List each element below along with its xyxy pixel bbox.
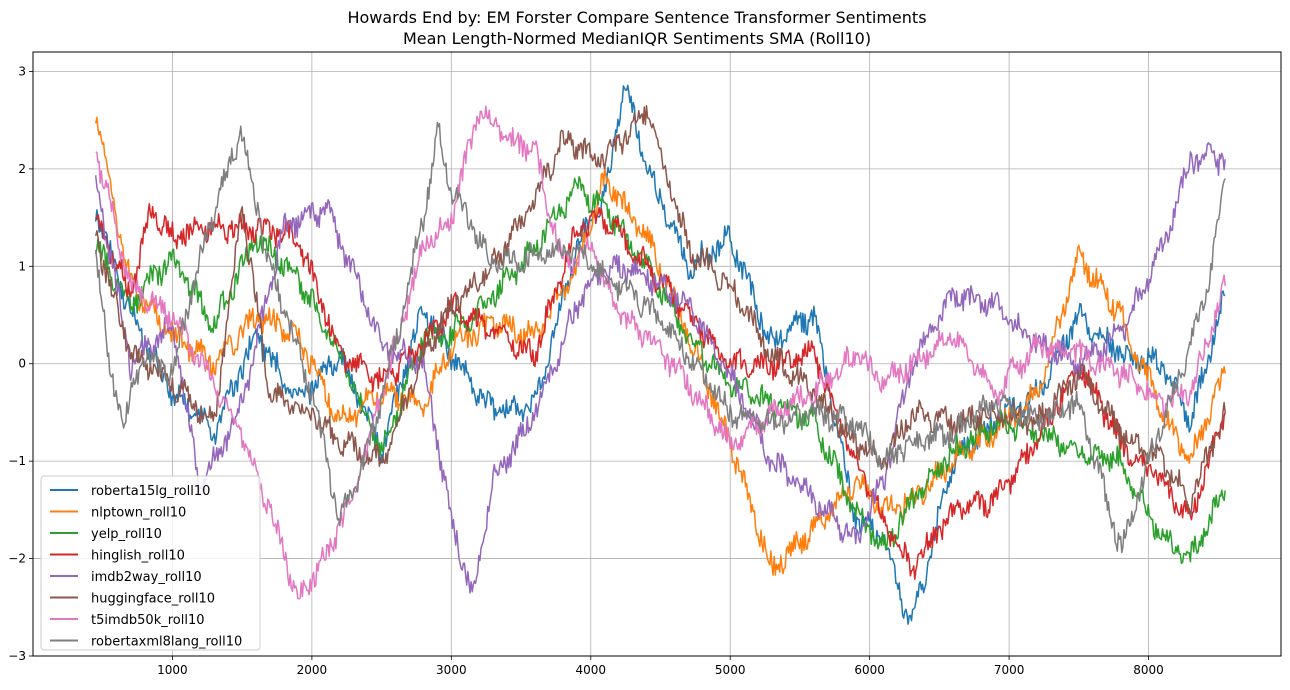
plot-frame (32, 51, 1282, 657)
legend-label: imdb2way_roll10 (91, 570, 202, 585)
series-line-hinglish_roll10 (95, 203, 1226, 580)
legend-label: t5imdb50k_roll10 (91, 613, 205, 628)
y-tick-label: −3 (8, 649, 26, 663)
y-tick-label: 1 (18, 259, 26, 273)
y-tick-label: −1 (8, 454, 26, 468)
x-tick-label: 8000 (1133, 663, 1164, 677)
axis-ticks: 1000 2000 3000 4000 5000 6000 7000 8000 −3 −2 −1 0 1… (8, 64, 1164, 677)
y-tick-label: 3 (18, 64, 26, 78)
legend: roberta15lg_roll10 nlptown_roll10 yelp_rol… (40, 475, 261, 651)
x-tick-label: 7000 (994, 663, 1025, 677)
legend-label: robertaxml8lang_roll10 (91, 635, 242, 650)
x-tick-label: 5000 (715, 663, 746, 677)
series-line-t5imdb50k_roll10 (95, 105, 1226, 600)
y-tick-label: 2 (18, 162, 26, 176)
y-tick-label: 0 (18, 357, 26, 371)
chart-title: Howards End by: EM Forster Compare Sente… (347, 8, 926, 27)
series-line-yelp_roll10 (94, 175, 1226, 565)
x-tick-label: 3000 (436, 663, 467, 677)
x-tick-label: 1000 (157, 663, 188, 677)
series-lines (94, 84, 1226, 625)
x-tick-label: 6000 (854, 663, 885, 677)
y-tick-label: −2 (8, 552, 26, 566)
legend-label: nlptown_roll10 (91, 506, 186, 521)
legend-label: hinglish_roll10 (91, 549, 185, 564)
x-tick-label: 4000 (575, 663, 606, 677)
legend-label: roberta15lg_roll10 (91, 484, 210, 499)
chart-subtitle: Mean Length-Normed MedianIQR Sentiments … (403, 29, 871, 48)
series-line-robertaxml8lang_roll10 (94, 121, 1226, 554)
series-line-nlptown_roll10 (94, 116, 1226, 576)
legend-label: yelp_roll10 (91, 527, 162, 542)
x-tick-label: 2000 (297, 663, 328, 677)
legend-label: huggingface_roll10 (91, 592, 215, 607)
legend-box (40, 475, 261, 651)
